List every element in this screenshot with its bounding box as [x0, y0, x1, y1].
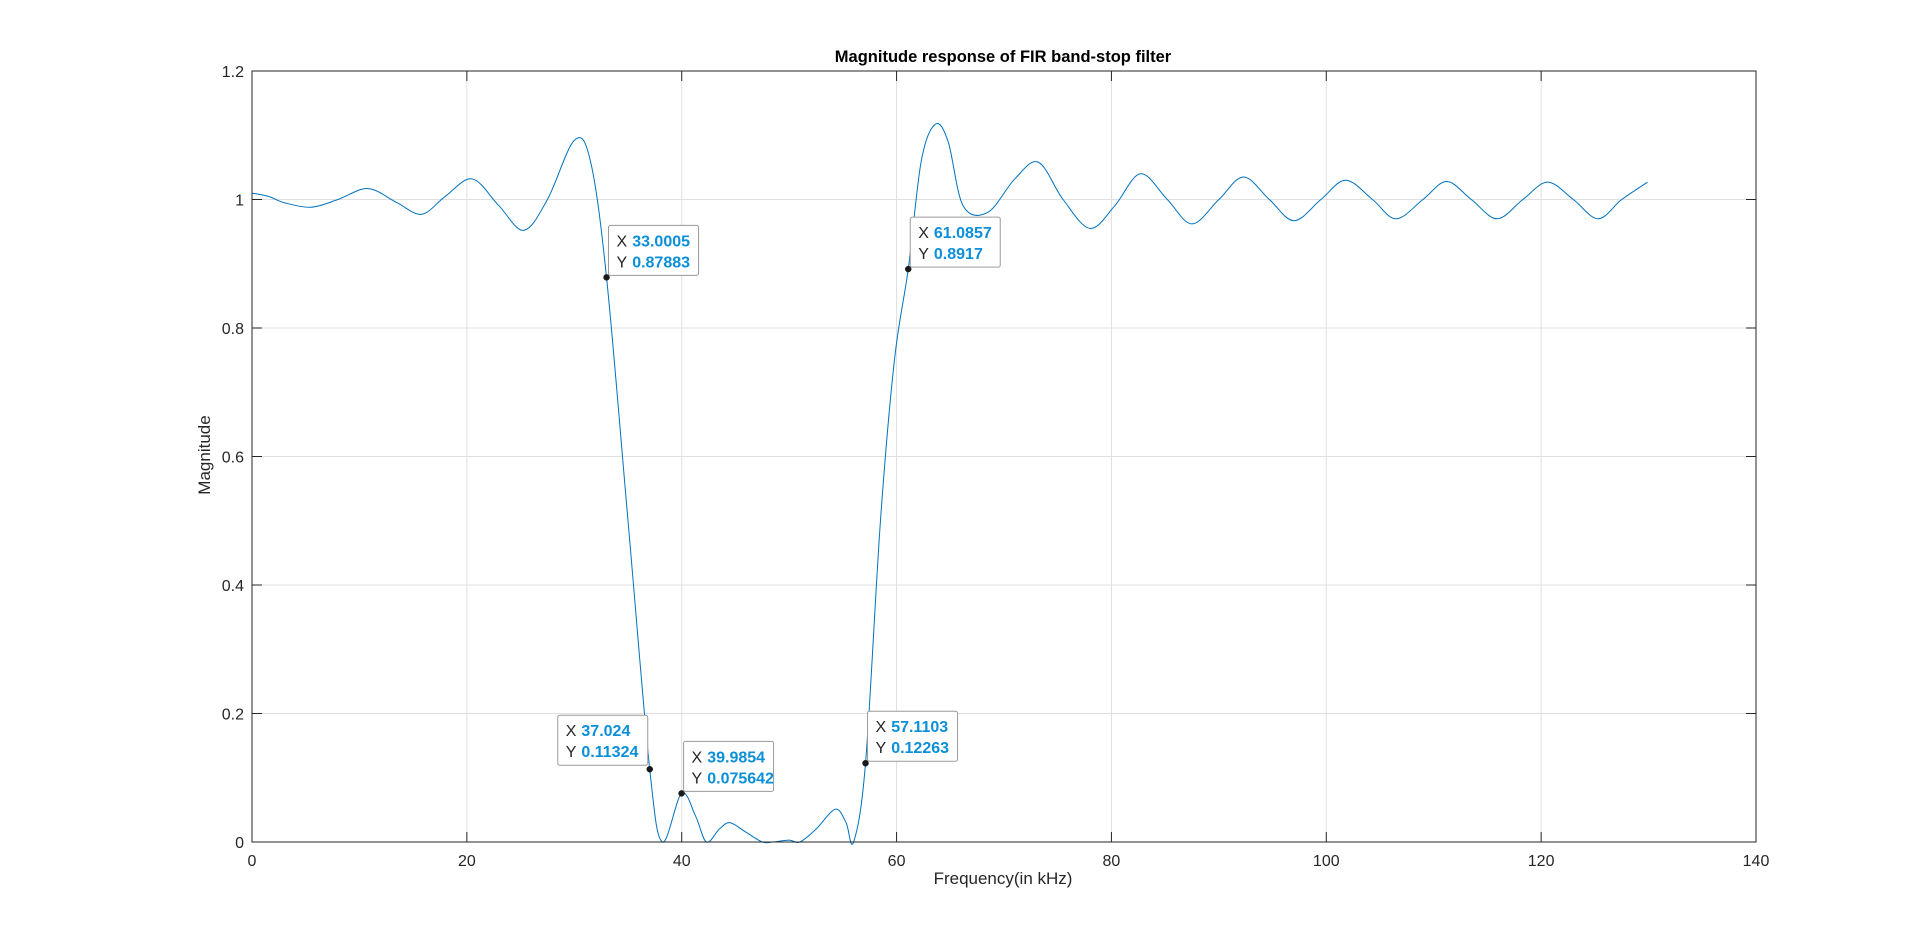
- x-tick-label: 20: [458, 853, 476, 870]
- datatip-box: [608, 224, 700, 276]
- datatip-x-row: X 61.0857: [918, 225, 992, 242]
- datatip[interactable]: X 61.0857 Y 0.8917: [904, 216, 1001, 273]
- datatip-x-value: 39.9854: [707, 749, 765, 766]
- datatip-y-value: 0.11324: [581, 744, 638, 761]
- datatip-y-key: Y: [566, 744, 577, 761]
- datatip-x-key: X: [617, 233, 628, 250]
- datatip-box: [909, 216, 1001, 268]
- datatip-marker[interactable]: [678, 790, 685, 797]
- datatip-x-key: X: [692, 749, 703, 766]
- datatip-x-row: X 57.1103: [876, 719, 949, 736]
- y-tick-label: 0.2: [222, 707, 244, 724]
- y-tick-label: 0.6: [222, 450, 244, 467]
- grid-lines: [252, 71, 1756, 842]
- y-tick-label: 1.2: [222, 64, 244, 81]
- datatip-y-row: Y 0.075642: [692, 770, 775, 787]
- datatip-marker[interactable]: [904, 265, 912, 273]
- datatip-marker[interactable]: [646, 765, 653, 773]
- datatip-y-key: Y: [876, 740, 887, 757]
- datatip-y-key: Y: [617, 254, 628, 271]
- datatip-x-key: X: [918, 225, 929, 242]
- x-axis-label: Frequency(in kHz): [934, 869, 1073, 888]
- datatip-x-value: 57.1103: [891, 719, 948, 736]
- datatip-y-key: Y: [692, 770, 703, 787]
- datatip-y-row: Y 0.11324: [566, 744, 639, 761]
- y-tick-label: 0.4: [222, 578, 244, 595]
- x-tick-label: 100: [1313, 853, 1340, 870]
- datatip-x-key: X: [876, 719, 887, 736]
- datatip-x-value: 33.0005: [632, 233, 690, 250]
- x-tick-label: 40: [673, 853, 691, 870]
- datatip-x-row: X 33.0005: [617, 233, 691, 250]
- datatip-y-value: 0.87883: [632, 254, 690, 271]
- datatip-y-row: Y 0.8917: [918, 246, 983, 263]
- datatip-x-row: X 37.024: [566, 723, 631, 740]
- datatip-x-value: 61.0857: [934, 225, 992, 242]
- y-tick-label: 0: [235, 835, 244, 852]
- y-tick-label: 0.8: [222, 321, 244, 338]
- datatip-box: [867, 710, 959, 762]
- datatip-marker[interactable]: [603, 274, 610, 281]
- y-tick-label: 1: [235, 193, 244, 210]
- datatip-y-value: 0.12263: [891, 740, 949, 757]
- x-tick-label: 80: [1103, 853, 1121, 870]
- x-tick-label: 60: [888, 853, 906, 870]
- datatip-y-row: Y 0.87883: [617, 254, 691, 271]
- axis-ticks: 0 20 40 60 80 100 120 140 0 0.2 0.4 0.6 0.8 1 1.2: [222, 64, 1770, 870]
- datatip-box: [683, 740, 775, 792]
- x-tick-label: 0: [248, 853, 257, 870]
- datatip-x-key: X: [566, 723, 577, 740]
- x-tick-label: 120: [1528, 853, 1555, 870]
- y-axis-label: Magnitude: [195, 415, 214, 494]
- x-tick-label: 140: [1743, 853, 1770, 870]
- datatip-y-value: 0.075642: [707, 770, 774, 787]
- datatip-y-value: 0.8917: [934, 246, 983, 263]
- datatip-y-key: Y: [918, 246, 929, 263]
- datatip-y-row: Y 0.12263: [876, 740, 950, 757]
- datatip-x-value: 37.024: [581, 723, 630, 740]
- datatip-x-row: X 39.9854: [692, 749, 766, 766]
- datatip-box: [557, 714, 649, 766]
- datatip-marker[interactable]: [862, 759, 869, 767]
- chart-title: Magnitude response of FIR band-stop filt…: [835, 48, 1172, 66]
